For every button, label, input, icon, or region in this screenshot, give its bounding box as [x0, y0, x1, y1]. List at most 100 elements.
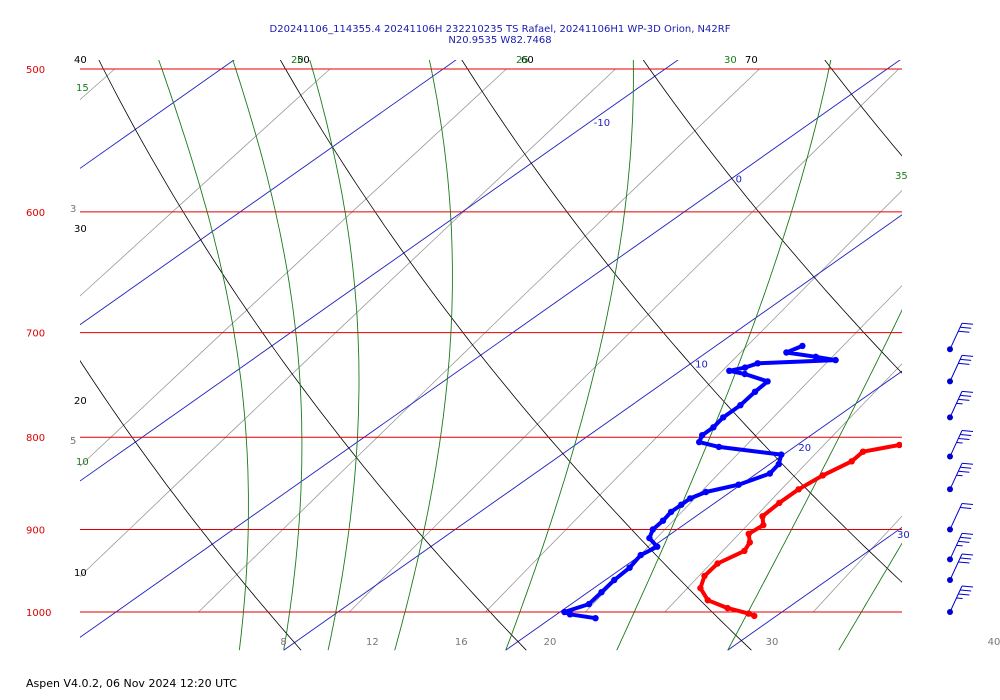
dewpoint-point: [720, 414, 727, 421]
moist-adiabat-line: [616, 60, 832, 651]
dry-adiabat-line: [461, 60, 902, 583]
dewpoint-point: [566, 611, 574, 618]
mixing-ratio-line: [485, 190, 902, 613]
temperature-point: [970, 373, 976, 379]
moist-adiabat-label: 10: [76, 457, 89, 468]
temperature-point: [741, 547, 748, 555]
wind-barb-staff: [949, 322, 963, 350]
moist-adiabat-line: [838, 542, 902, 651]
temperature-point: [944, 399, 950, 405]
mixing-ratio-line: [812, 515, 902, 613]
mixing-ratio-label: 3: [70, 204, 76, 215]
temperature-point: [724, 604, 731, 612]
wind-barb-flag: [958, 438, 970, 441]
dewpoint-point: [778, 451, 785, 458]
wind-barb-flag: [960, 358, 972, 361]
wind-barb-staff: [949, 553, 963, 581]
isotherm-line: [80, 60, 457, 326]
dewpoint-point: [654, 543, 661, 550]
mixing-ratio-label: 5: [70, 436, 76, 447]
wind-barb-flag: [960, 536, 972, 539]
wind-barb-flag: [961, 585, 974, 588]
temperature-point: [697, 584, 704, 592]
moist-adiabat-label: 15: [76, 83, 89, 94]
plot-grid: [0, 0, 1000, 651]
pressure-tick-label: 500: [26, 65, 45, 76]
dewpoint-point: [715, 443, 723, 451]
dewpoint-point: [592, 615, 599, 622]
temperature-point: [952, 434, 958, 440]
wind-barb-flag: [961, 354, 974, 357]
moist-adiabat-label: 30: [724, 55, 737, 66]
wind-barb-staff: [949, 533, 963, 560]
wind-barb-flag: [960, 326, 972, 329]
dewpoint-point: [699, 432, 706, 439]
isotherm-label: 20: [798, 443, 811, 454]
wind-barb-flag: [958, 540, 970, 543]
wind-barb-flag: [960, 394, 972, 397]
isotherm-label: 30: [897, 530, 910, 541]
chart-subtitle: N20.9535 W82.7468: [448, 35, 552, 46]
mixing-ratio-line: [198, 68, 760, 613]
dewpoint-point: [735, 481, 742, 488]
dewpoint-point: [812, 353, 819, 360]
temperature-tick-label: 16: [455, 637, 468, 648]
moist-adiabat-line: [505, 60, 634, 651]
wind-barb-staff: [949, 585, 963, 613]
axis-labels: 500 600 700 800 900 1000 8 12 16 20 30 40 -10 0 10 20 30…: [26, 55, 1000, 648]
dewpoint-point: [832, 356, 839, 364]
mixing-ratio-line: [80, 68, 115, 101]
dewpoint-point: [710, 424, 717, 431]
dewpoint-profile-line: [562, 343, 838, 621]
dewpoint-point: [696, 438, 703, 446]
dewpoint-point: [598, 589, 605, 596]
dewpoint-point: [726, 367, 733, 374]
temperature-tick-label: 30: [766, 637, 779, 648]
dry-adiabat-line: [98, 60, 527, 651]
temperature-point: [896, 441, 902, 449]
dewpoint-point: [764, 378, 771, 385]
dewpoint-point: [659, 517, 667, 524]
temperature-point: [859, 448, 867, 455]
dry-adiabat-label: 30: [74, 224, 87, 235]
mixing-ratio-line: [349, 68, 899, 613]
wind-barb-flag: [958, 470, 970, 473]
moist-adiabat-line: [232, 60, 303, 651]
wind-barb-flag: [961, 430, 974, 433]
mixing-ratio-line: [80, 68, 331, 297]
wind-barb-flag: [961, 462, 974, 465]
dewpoint-point: [799, 342, 806, 350]
isotherm-line: [80, 60, 679, 482]
wind-barb-staff: [949, 463, 963, 490]
isotherm-label: 10: [695, 359, 708, 370]
wind-barb-half-flag: [956, 597, 963, 599]
temperature-point: [760, 521, 767, 529]
temperature-point: [745, 530, 752, 537]
dewpoint-point: [741, 370, 748, 378]
moist-adiabat-label: 35: [895, 171, 908, 182]
dry-adiabat-line: [947, 0, 1000, 650]
temperature-point: [776, 499, 783, 507]
wind-barb-staff: [949, 355, 963, 382]
wind-barb-flag: [958, 593, 970, 596]
dry-adiabat-label: 70: [745, 55, 758, 66]
dewpoint-point: [766, 470, 774, 477]
moist-adiabat-label: 20: [291, 55, 304, 66]
dewpoint-point: [667, 508, 675, 516]
wind-barb-flag: [958, 398, 970, 401]
wind-barb-flag: [960, 589, 972, 592]
wind-barb-half-flag: [956, 474, 963, 477]
temperature-tick-label: 8: [280, 637, 286, 648]
dry-adiabat-label: 40: [74, 55, 87, 66]
dewpoint-point: [646, 534, 653, 542]
wind-barb-flag: [961, 322, 974, 325]
temperature-point: [947, 389, 953, 395]
wind-barbs: [947, 322, 974, 615]
isotherm-label: -10: [594, 118, 610, 129]
dewpoint-point: [611, 576, 618, 584]
dry-adiabat-line: [0, 0, 76, 650]
moist-adiabat-line: [158, 60, 249, 651]
dewpoint-point: [702, 488, 710, 496]
dry-adiabat-label: 50: [297, 55, 310, 66]
